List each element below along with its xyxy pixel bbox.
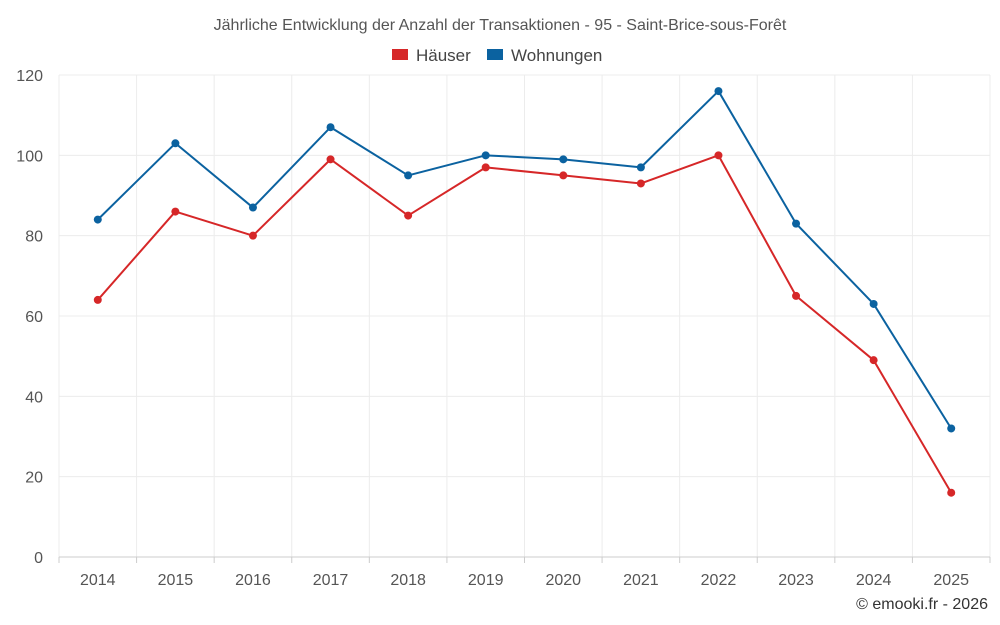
data-point-wohnungen[interactable] [93,215,102,224]
legend: Häuser Wohnungen [392,46,602,65]
data-point-wohnungen[interactable] [792,219,801,228]
data-point-wohnungen[interactable] [636,163,645,172]
y-tick-label: 20 [25,470,43,487]
data-point-hauser[interactable] [792,291,801,300]
x-tick-label: 2014 [80,572,116,589]
x-tick-label: 2015 [158,572,194,589]
series-line-wohnungen [97,90,953,429]
x-tick-label: 2022 [701,572,737,589]
x-tick-label: 2019 [468,572,504,589]
x-tick-label: 2018 [390,572,426,589]
y-tick-label: 40 [25,389,43,406]
data-point-wohnungen[interactable] [947,424,956,433]
data-point-wohnungen[interactable] [404,171,413,180]
data-point-hauser[interactable] [404,211,413,220]
x-tick-label: 2025 [933,572,969,589]
series [93,87,956,497]
y-tick-label: 100 [16,148,43,165]
x-tick-label: 2023 [778,572,814,589]
legend-label-wohnungen[interactable]: Wohnungen [511,46,602,65]
chart-title: Jährliche Entwicklung der Anzahl der Tra… [214,17,787,34]
legend-swatch-hauser [392,49,408,60]
credit-text: © emooki.fr - 2026 [856,596,988,613]
grid [58,74,991,557]
data-point-hauser[interactable] [93,295,102,304]
data-point-wohnungen[interactable] [171,139,180,148]
data-point-wohnungen[interactable] [714,87,723,96]
data-point-hauser[interactable] [171,207,180,216]
data-point-hauser[interactable] [869,356,878,365]
legend-label-hauser[interactable]: Häuser [416,46,471,65]
data-point-wohnungen[interactable] [869,299,878,308]
axes: 0 20 40 60 80 100 120 2014 2015 2016 2017 2018 2019 2… [16,68,991,589]
x-tick-label: 2017 [313,572,349,589]
legend-swatch-wohnungen [487,49,503,60]
data-point-hauser[interactable] [559,171,568,180]
data-point-wohnungen[interactable] [559,155,568,164]
data-point-wohnungen[interactable] [248,203,257,212]
x-tick-label: 2020 [545,572,581,589]
x-tick-label: 2016 [235,572,271,589]
x-tick-label: 2021 [623,572,659,589]
data-point-hauser[interactable] [248,231,257,240]
x-tick-label: 2024 [856,572,892,589]
data-point-hauser[interactable] [714,151,723,160]
series-line-hauser [97,154,953,494]
data-point-hauser[interactable] [636,179,645,188]
data-point-hauser[interactable] [947,488,956,497]
data-point-hauser[interactable] [326,155,335,164]
y-tick-label: 60 [25,309,43,326]
y-tick-label: 0 [34,550,43,567]
data-point-hauser[interactable] [481,163,490,172]
y-tick-label: 120 [16,68,43,85]
y-tick-label: 80 [25,229,43,246]
data-point-wohnungen[interactable] [481,151,490,160]
data-point-wohnungen[interactable] [326,123,335,132]
